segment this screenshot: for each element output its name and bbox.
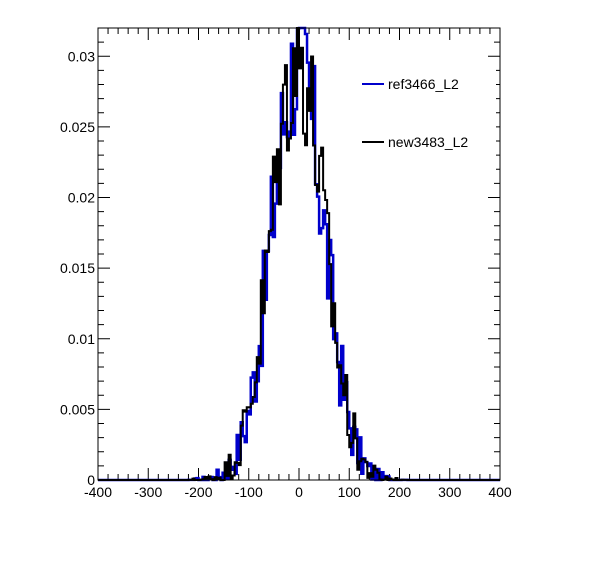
legend-box [358, 58, 496, 170]
y-tick-label: 0.005 [60, 401, 95, 417]
y-tick-label: 0.01 [68, 331, 95, 347]
x-tick-label: 400 [488, 484, 512, 500]
legend-label-ref: ref3466_L2 [388, 76, 459, 92]
x-tick-label: -100 [235, 484, 263, 500]
y-tick-label: 0.03 [68, 48, 95, 64]
y-tick-label: 0 [87, 472, 95, 488]
x-tick-label: 200 [388, 484, 412, 500]
legend-label-new: new3483_L2 [388, 134, 468, 150]
y-tick-label: 0.025 [60, 119, 95, 135]
x-tick-label: 300 [438, 484, 462, 500]
x-tick-labels: -400 -300 -200 -100 0 100 200 300 400 [84, 484, 512, 500]
y-tick-labels: 0 0.005 0.01 0.015 0.02 0.025 0.03 [60, 48, 95, 488]
y-tick-label: 0.02 [68, 190, 95, 206]
legend: ref3466_L2 new3483_L2 [358, 58, 496, 170]
x-tick-label: -200 [184, 484, 212, 500]
x-tick-label: -300 [134, 484, 162, 500]
x-tick-label: 100 [338, 484, 362, 500]
x-tick-label: 0 [295, 484, 303, 500]
y-tick-label: 0.015 [60, 260, 95, 276]
plot-frame [97, 27, 501, 481]
x-tick-label: -400 [84, 484, 112, 500]
